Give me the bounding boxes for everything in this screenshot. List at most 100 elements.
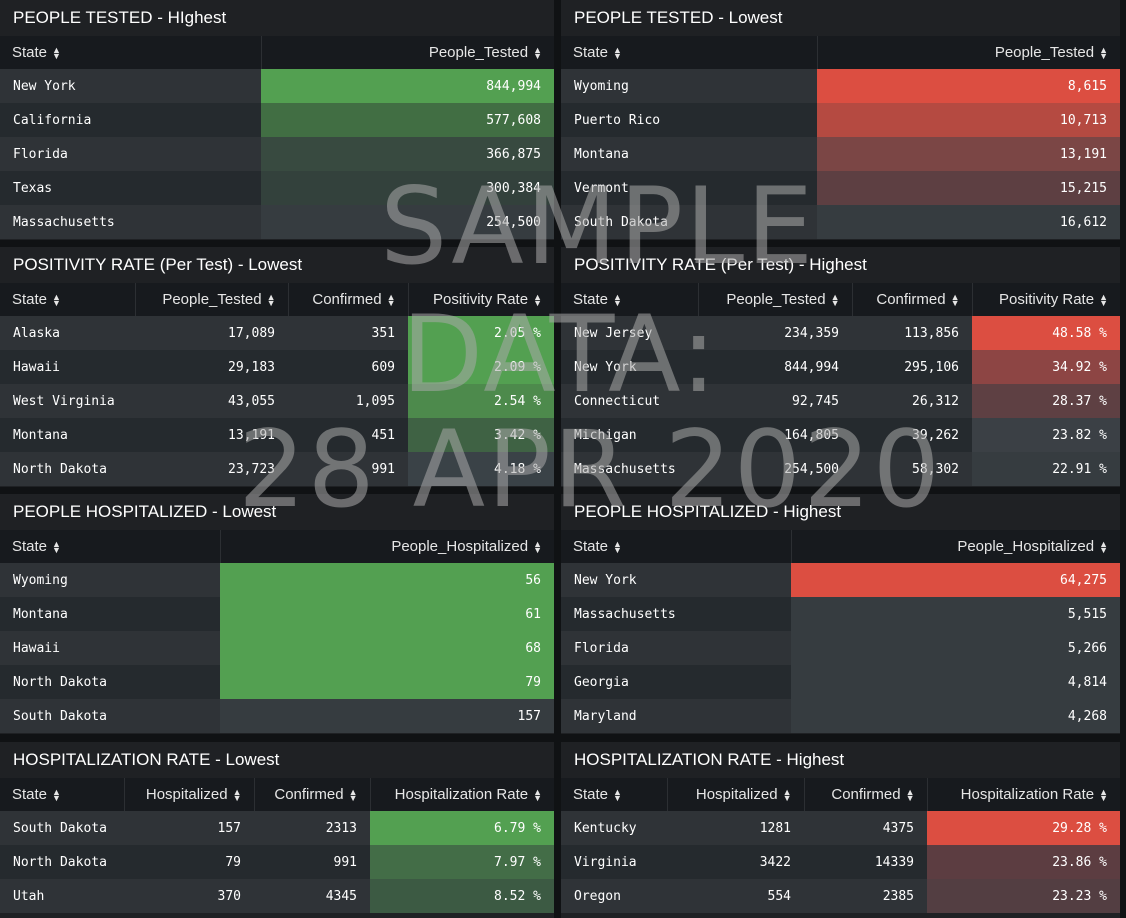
table-row: Wyoming 56 (0, 563, 554, 597)
sort-icon: ▲ ▼ (533, 539, 542, 556)
column-header-positivity-rate[interactable]: Positivity Rate ▲ ▼ (972, 283, 1120, 316)
value-cell: 13,191 (135, 418, 288, 452)
column-header-state[interactable]: State ▲ ▼ (0, 283, 136, 316)
column-header-hospitalized[interactable]: Hospitalized ▲ ▼ (124, 778, 255, 811)
value-cell: 554 (667, 879, 804, 913)
table-row: South Dakota 16,612 (561, 205, 1120, 239)
value-cell: 4375 (804, 811, 927, 845)
rate-cell: 23.82 % (972, 418, 1120, 452)
column-header-state[interactable]: State ▲ ▼ (561, 36, 818, 69)
column-header-state[interactable]: State ▲ ▼ (561, 778, 668, 811)
value-cell: 8,615 (817, 69, 1120, 103)
table-row: New York 844,994 295,106 34.92 % (561, 350, 1120, 384)
rate-cell: 22.91 % (972, 452, 1120, 486)
panel-tested-lowest: PEOPLE TESTED - Lowest State ▲ ▼ People_Te… (561, 0, 1120, 240)
state-cell: West Virginia (0, 384, 135, 418)
state-cell: Maryland (561, 699, 791, 733)
value-cell: 5,266 (791, 631, 1120, 665)
rate-cell: 2.09 % (408, 350, 554, 384)
column-header-people-tested[interactable]: People_Tested ▲ ▼ (698, 283, 853, 316)
value-cell: 4345 (254, 879, 370, 913)
column-header-hospitalization-rate[interactable]: Hospitalization Rate ▲ ▼ (927, 778, 1120, 811)
value-cell: 295,106 (852, 350, 972, 384)
table-row: South Dakota 157 (0, 699, 554, 733)
table-row: Texas 300,384 (0, 171, 554, 205)
table-header-row: State ▲ ▼ People_Tested ▲ ▼ Confirmed ▲ ▼ Posi… (0, 283, 554, 316)
column-header-state[interactable]: State ▲ ▼ (561, 530, 792, 563)
panel-title: HOSPITALIZATION RATE - Highest (561, 742, 1120, 778)
value-cell: 5,515 (791, 597, 1120, 631)
column-header-state[interactable]: State ▲ ▼ (0, 530, 221, 563)
value-cell: 157 (220, 699, 554, 733)
column-header-positivity-rate[interactable]: Positivity Rate ▲ ▼ (408, 283, 554, 316)
panel-title: PEOPLE TESTED - HIghest (0, 0, 554, 36)
rate-cell: 23.23 % (927, 879, 1120, 913)
sort-icon: ▲ ▼ (232, 787, 242, 804)
sort-icon: ▲ ▼ (1099, 45, 1108, 62)
table-header-row: State ▲ ▼ People_Tested ▲ ▼ Confirmed ▲ ▼ Posi… (561, 283, 1120, 316)
column-header-confirmed[interactable]: Confirmed ▲ ▼ (804, 778, 928, 811)
state-cell: South Dakota (561, 205, 817, 239)
state-cell: Montana (0, 597, 220, 631)
column-header-people-tested[interactable]: People_Tested ▲ ▼ (817, 36, 1120, 69)
value-cell: 79 (124, 845, 254, 879)
column-header-confirmed[interactable]: Confirmed ▲ ▼ (852, 283, 973, 316)
results-table: State ▲ ▼ Hospitalized ▲ ▼ Confirmed ▲ ▼ Hospi… (0, 778, 554, 913)
column-header-hospitalization-rate[interactable]: Hospitalization Rate ▲ ▼ (370, 778, 554, 811)
state-cell: South Dakota (0, 811, 124, 845)
state-cell: Puerto Rico (561, 103, 817, 137)
column-header-people-tested[interactable]: People_Tested ▲ ▼ (135, 283, 289, 316)
table-row: Wyoming 8,615 (561, 69, 1120, 103)
rate-cell: 6.79 % (370, 811, 554, 845)
table-row: New York 64,275 (561, 563, 1120, 597)
value-cell: 234,359 (698, 316, 852, 350)
value-cell: 577,608 (261, 103, 554, 137)
sort-icon: ▲ ▼ (613, 45, 622, 62)
state-cell: Vermont (561, 171, 817, 205)
state-cell: North Dakota (0, 845, 124, 879)
value-cell: 39,262 (852, 418, 972, 452)
panel-title: POSITIVITY RATE (Per Test) - Lowest (0, 247, 554, 283)
rate-cell: 34.92 % (972, 350, 1120, 384)
value-cell: 15,215 (817, 171, 1120, 205)
state-cell: Kentucky (561, 811, 667, 845)
column-header-hospitalized[interactable]: Hospitalized ▲ ▼ (667, 778, 805, 811)
sort-icon: ▲ ▼ (348, 787, 358, 804)
value-cell: 254,500 (261, 205, 554, 239)
column-header-people-hospitalized[interactable]: People_Hospitalized ▲ ▼ (791, 530, 1120, 563)
column-header-state[interactable]: State ▲ ▼ (561, 283, 699, 316)
table-row: Michigan 164,805 39,262 23.82 % (561, 418, 1120, 452)
rate-cell: 2.54 % (408, 384, 554, 418)
value-cell: 157 (124, 811, 254, 845)
table-row: Massachusetts 254,500 58,302 22.91 % (561, 452, 1120, 486)
value-cell: 4,268 (791, 699, 1120, 733)
column-header-confirmed[interactable]: Confirmed ▲ ▼ (288, 283, 409, 316)
value-cell: 17,089 (135, 316, 288, 350)
state-cell: Massachusetts (561, 452, 698, 486)
state-cell: Montana (561, 137, 817, 171)
value-cell: 113,856 (852, 316, 972, 350)
table-row: Connecticut 92,745 26,312 28.37 % (561, 384, 1120, 418)
state-cell: New York (561, 350, 698, 384)
table-header-row: State ▲ ▼ People_Tested ▲ ▼ (561, 36, 1120, 69)
value-cell: 366,875 (261, 137, 554, 171)
value-cell: 64,275 (791, 563, 1120, 597)
table-row: Alaska 17,089 351 2.05 % (0, 316, 554, 350)
sort-icon: ▲ ▼ (905, 787, 915, 804)
panel-title: PEOPLE TESTED - Lowest (561, 0, 1120, 36)
value-cell: 58,302 (852, 452, 972, 486)
state-cell: Massachusetts (0, 205, 261, 239)
panel-hospitalization-rate-highest: HOSPITALIZATION RATE - Highest State ▲ ▼ H… (561, 742, 1120, 918)
value-cell: 23,723 (135, 452, 288, 486)
column-header-confirmed[interactable]: Confirmed ▲ ▼ (254, 778, 371, 811)
table-row: Florida 5,266 (561, 631, 1120, 665)
column-header-people-tested[interactable]: People_Tested ▲ ▼ (261, 36, 554, 69)
value-cell: 164,805 (698, 418, 852, 452)
table-row: Maryland 4,268 (561, 699, 1120, 733)
panel-title: POSITIVITY RATE (Per Test) - Highest (561, 247, 1120, 283)
column-header-state[interactable]: State ▲ ▼ (0, 36, 262, 69)
column-header-state[interactable]: State ▲ ▼ (0, 778, 125, 811)
state-cell: Wyoming (0, 563, 220, 597)
column-header-people-hospitalized[interactable]: People_Hospitalized ▲ ▼ (220, 530, 554, 563)
sort-icon: ▲ ▼ (52, 787, 61, 804)
